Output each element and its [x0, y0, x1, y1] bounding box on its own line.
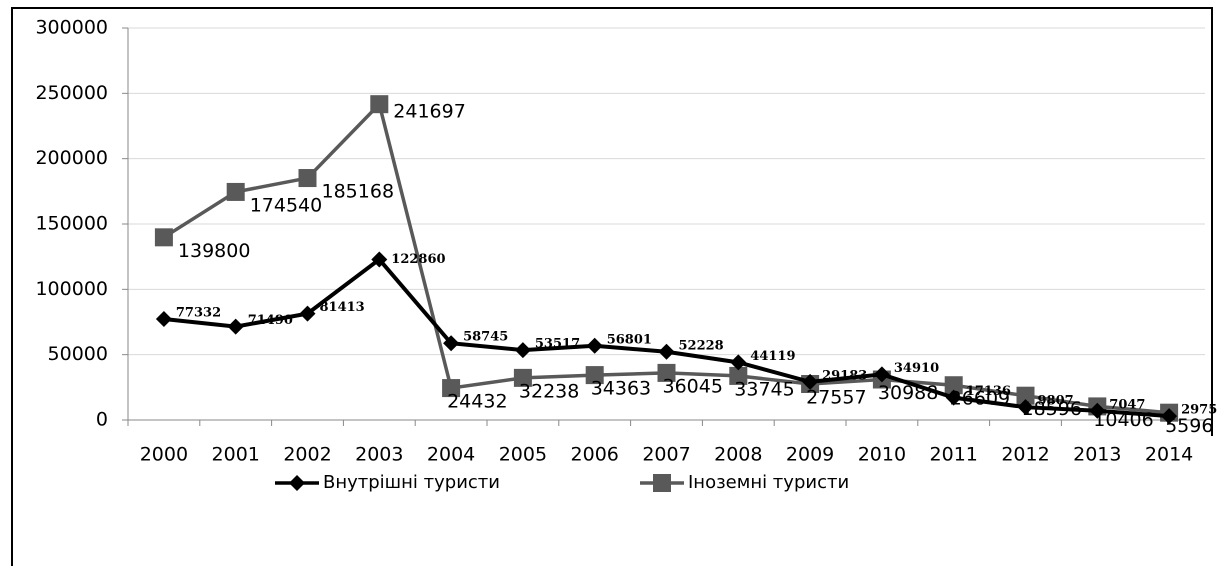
- data-label: 2975: [1181, 403, 1217, 418]
- data-point: [155, 310, 172, 327]
- x-tick-label: 2014: [1145, 444, 1193, 466]
- frame: [11, 7, 1213, 566]
- data-label: 27557: [806, 386, 866, 408]
- data-point: [442, 379, 461, 398]
- data-point: [443, 335, 460, 352]
- data-point: [1089, 402, 1106, 419]
- data-point: [298, 169, 317, 188]
- data-label: 52228: [679, 338, 724, 353]
- data-label: 185168: [322, 181, 395, 203]
- data-point: [944, 376, 963, 395]
- x-tick-label: 2005: [499, 444, 547, 466]
- x-tick-label: 2012: [1001, 444, 1049, 466]
- data-label: 36045: [663, 375, 723, 397]
- data-point: [154, 228, 173, 247]
- x-tick-label: 2006: [571, 444, 619, 466]
- y-tick-label: 150000: [35, 213, 108, 235]
- data-label: 32238: [519, 380, 579, 402]
- x-tick-label: 2002: [283, 444, 331, 466]
- data-point: [1161, 408, 1178, 425]
- data-point: [586, 337, 603, 354]
- data-label: 17136: [966, 384, 1011, 399]
- data-label: 53517: [535, 337, 580, 352]
- data-point: [514, 342, 531, 359]
- data-point: [513, 368, 532, 387]
- x-tick-label: 2010: [858, 444, 906, 466]
- x-tick-label: 2009: [786, 444, 834, 466]
- data-label: 56801: [607, 332, 652, 347]
- data-label: 5596: [1165, 415, 1213, 437]
- legend-label: Внутрішні туристи: [323, 472, 500, 493]
- data-point: [945, 389, 962, 406]
- data-label: 33745: [734, 378, 794, 400]
- y-tick-label: 300000: [35, 17, 108, 39]
- data-point: [657, 363, 676, 382]
- data-point: [226, 182, 245, 201]
- data-label: 7047: [1109, 397, 1145, 412]
- x-tick-label: 2007: [642, 444, 690, 466]
- data-point: [802, 373, 819, 390]
- data-label: 77332: [176, 305, 221, 320]
- data-point: [729, 366, 748, 385]
- y-tick-label: 200000: [35, 147, 108, 169]
- x-tick-label: 2004: [427, 444, 475, 466]
- data-point: [299, 305, 316, 322]
- data-label: 122860: [391, 252, 445, 267]
- data-label: 44119: [750, 349, 795, 364]
- data-label: 174540: [250, 194, 323, 216]
- legend-label: Іноземні туристи: [688, 472, 849, 493]
- data-label: 139800: [178, 240, 251, 262]
- data-point: [371, 251, 388, 268]
- data-label: 34910: [894, 361, 939, 376]
- x-tick-label: 2001: [212, 444, 260, 466]
- x-tick-label: 2000: [140, 444, 188, 466]
- data-point: [873, 366, 890, 383]
- x-tick-label: 2003: [355, 444, 403, 466]
- data-label: 58745: [463, 330, 508, 345]
- data-point: [227, 318, 244, 335]
- x-tick-label: 2008: [714, 444, 762, 466]
- y-tick-label: 0: [96, 409, 108, 431]
- data-label: 9807: [1038, 394, 1074, 409]
- data-point: [1016, 386, 1035, 405]
- legend-marker: [289, 475, 305, 491]
- data-label: 30988: [878, 382, 938, 404]
- data-point: [658, 343, 675, 360]
- y-tick-label: 50000: [48, 343, 108, 365]
- data-label: 24432: [447, 391, 507, 413]
- data-label: 71490: [248, 313, 293, 328]
- data-label: 29183: [822, 368, 867, 383]
- data-point: [730, 354, 747, 371]
- data-point: [585, 366, 604, 385]
- x-tick-label: 2011: [930, 444, 978, 466]
- data-label: 34363: [591, 378, 651, 400]
- y-tick-label: 100000: [35, 278, 108, 300]
- data-label: 81413: [320, 300, 365, 315]
- data-point: [1017, 399, 1034, 416]
- legend-marker: [653, 474, 671, 492]
- data-point: [370, 95, 389, 114]
- x-tick-label: 2013: [1073, 444, 1121, 466]
- y-tick-label: 250000: [35, 82, 108, 104]
- data-label: 241697: [393, 101, 466, 123]
